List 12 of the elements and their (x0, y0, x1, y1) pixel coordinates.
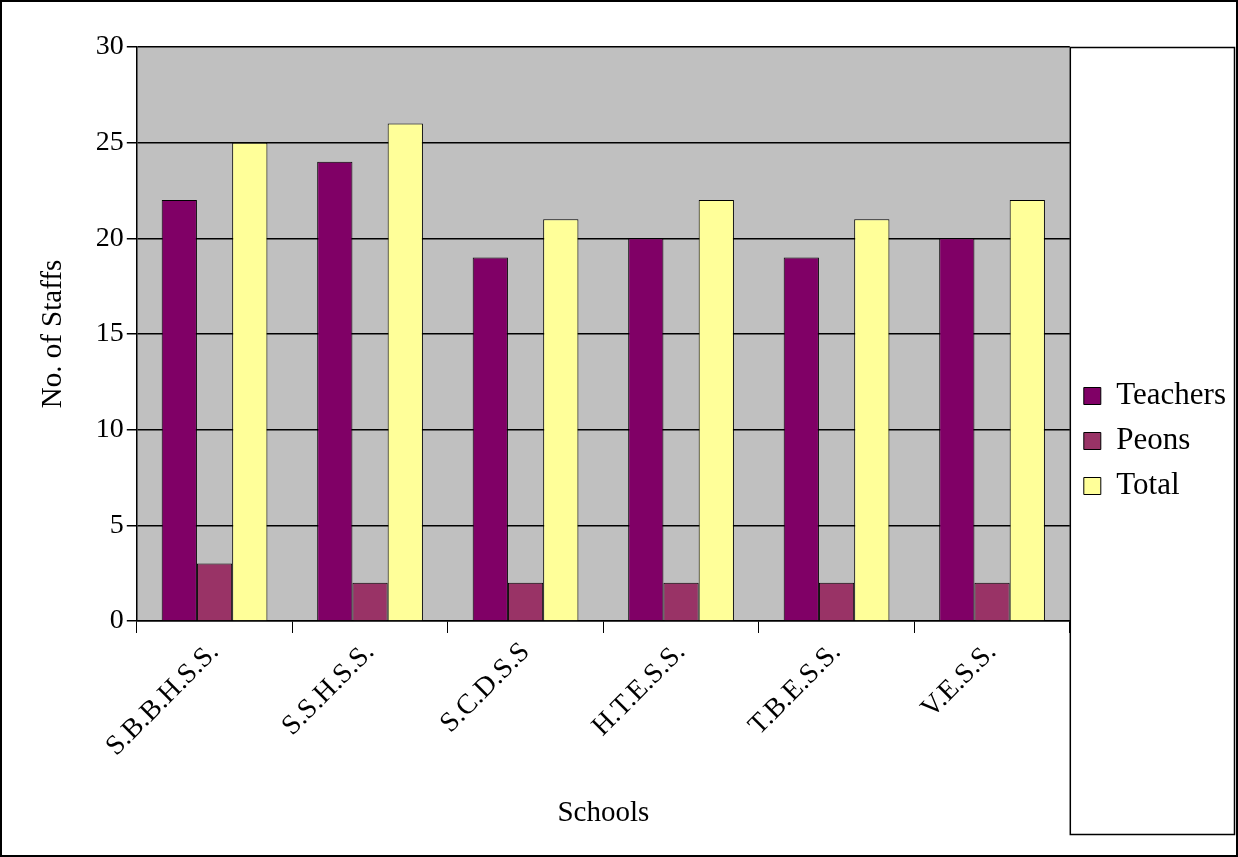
y-tick-label: 10 (95, 412, 124, 444)
x-axis-title: Schools (557, 795, 650, 828)
legend-label: Peons (1116, 421, 1191, 457)
y-tick-label: 5 (109, 507, 124, 539)
y-axis-title: No. of Staffs (35, 259, 68, 409)
legend-label: Total (1116, 466, 1180, 502)
y-tick-label: 0 (109, 603, 124, 635)
y-tick-label: 30 (95, 29, 124, 61)
y-tick-label: 15 (95, 316, 124, 348)
legend-label: Teachers (1116, 376, 1227, 412)
y-tick-label: 25 (95, 125, 124, 157)
y-tick-label: 20 (95, 220, 124, 252)
